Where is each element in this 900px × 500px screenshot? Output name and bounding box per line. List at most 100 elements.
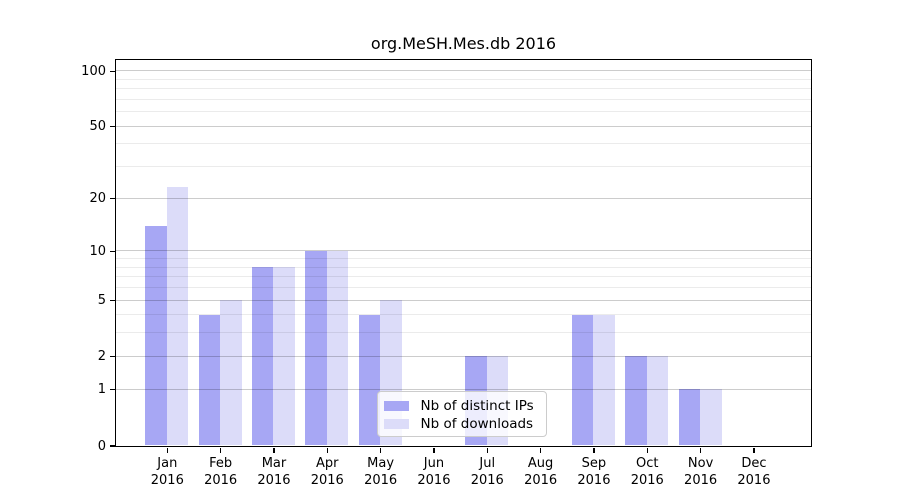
gridline-y-100 [115,70,811,72]
x-tick-label-nov: Nov 2016 [671,455,731,489]
x-tick-month: Jun [423,456,445,471]
x-tick-month: Apr [316,456,339,471]
x-tick-mark [166,447,168,453]
y-tick-label-20: 20 [89,191,106,207]
x-tick-mark [273,447,275,453]
bar-distinct-ips-oct [625,356,647,446]
y-tick-mark [109,250,115,252]
gridline-y-6 [115,286,811,288]
y-tick-mark [109,445,115,447]
x-tick-label-feb: Feb 2016 [191,455,251,489]
gridline-y-30 [115,166,811,168]
gridline-y-80 [115,88,811,90]
y-tick-mark [109,126,115,128]
bar-distinct-ips-may [358,314,381,446]
y-tick-mark [109,198,115,200]
x-tick-month: Feb [209,456,233,471]
x-tick-year: 2016 [150,473,184,488]
gridline-y-7 [115,276,811,278]
y-tick-label-5: 5 [97,293,106,308]
x-tick-mark [326,447,328,453]
bar-distinct-ips-nov [678,389,701,446]
x-tick-year: 2016 [417,473,451,488]
gridline-y-40 [115,143,811,145]
x-tick-mark [220,447,222,453]
x-tick-month: Sep [581,456,607,471]
legend-label-downloads: Nb of downloads [420,415,534,432]
gridline-y-9 [115,258,811,260]
bar-distinct-ips-mar [251,267,274,446]
x-tick-label-mar: Mar 2016 [244,455,304,489]
x-tick-label-oct: Oct 2016 [617,455,677,489]
x-tick-month: Dec [741,456,767,471]
legend-entry-downloads: Nb of downloads [383,415,540,433]
bar-distinct-ips-sep [571,314,594,446]
x-tick-label-may: May 2016 [351,455,411,489]
y-tick-mark [109,356,115,358]
x-tick-month: May [367,456,395,471]
bar-downloads-mar [273,267,295,446]
plot-area: Nb of distinct IPs Nb of downloads [114,58,812,447]
bar-distinct-ips-feb [198,314,221,446]
y-tick-mark [109,389,115,391]
gridline-y-50 [115,125,811,127]
y-tick-label-50: 50 [89,119,106,135]
bar-downloads-jan [166,187,189,446]
x-tick-month: Oct [636,456,659,471]
x-tick-label-sep: Sep 2016 [564,455,624,489]
x-tick-year: 2016 [684,473,718,488]
x-tick-mark [753,447,755,453]
x-tick-mark [433,447,435,453]
y-tick-label-2: 2 [97,349,106,365]
y-tick-label-10: 10 [89,243,106,259]
x-tick-mark [646,447,648,453]
gridline-y-10 [115,250,811,252]
x-tick-month: Aug [527,456,554,471]
gridline-y-4 [115,314,811,316]
y-tick-label-100: 100 [81,63,106,79]
gridline-y-8 [115,266,811,268]
gridline-y-60 [115,111,811,113]
x-tick-year: 2016 [524,473,558,488]
x-tick-label-dec: Dec 2016 [724,455,784,489]
bar-downloads-oct [646,356,669,446]
bar-distinct-ips-jan [145,225,167,446]
chart-title: org.MeSH.Mes.db 2016 [370,34,557,53]
gridline-y-5 [115,299,811,301]
x-tick-month: Jul [479,456,496,471]
gridline-y-3 [115,332,811,334]
bar-downloads-sep [593,314,615,446]
x-tick-mark [486,447,488,453]
y-tick-label-0: 0 [97,438,106,454]
x-tick-year: 2016 [737,473,771,488]
x-tick-label-aug: Aug 2016 [511,455,571,489]
y-tick-mark [109,299,115,302]
x-tick-month: Jan [157,456,178,471]
x-tick-year: 2016 [630,473,664,488]
y-tick-mark [109,70,115,72]
y-tick-label-1: 1 [97,382,106,398]
gridline-y-1 [115,388,811,390]
bar-downloads-feb [220,300,242,446]
bar-downloads-nov [700,389,722,446]
x-tick-mark [380,447,382,453]
x-tick-month: Nov [687,456,714,471]
x-tick-mark [593,447,595,453]
x-tick-year: 2016 [577,473,611,488]
gridline-y-20 [115,197,811,199]
x-tick-label-jun: Jun 2016 [404,455,464,489]
gridline-y-90 [115,78,811,80]
x-tick-year: 2016 [364,473,398,488]
x-tick-mark [540,447,542,453]
legend-label-distinct-ips: Nb of distinct IPs [420,397,534,414]
gridline-y-2 [115,355,811,357]
x-tick-label-apr: Apr 2016 [297,455,357,489]
x-tick-label-jul: Jul 2016 [457,455,517,489]
bar-downloads-apr [326,250,349,446]
legend-entry-distinct-ips: Nb of distinct IPs [383,397,540,415]
bar-distinct-ips-apr [305,250,327,446]
gridline-y-70 [115,98,811,100]
x-tick-mark [700,447,702,453]
x-tick-label-jan: Jan 2016 [137,455,197,489]
